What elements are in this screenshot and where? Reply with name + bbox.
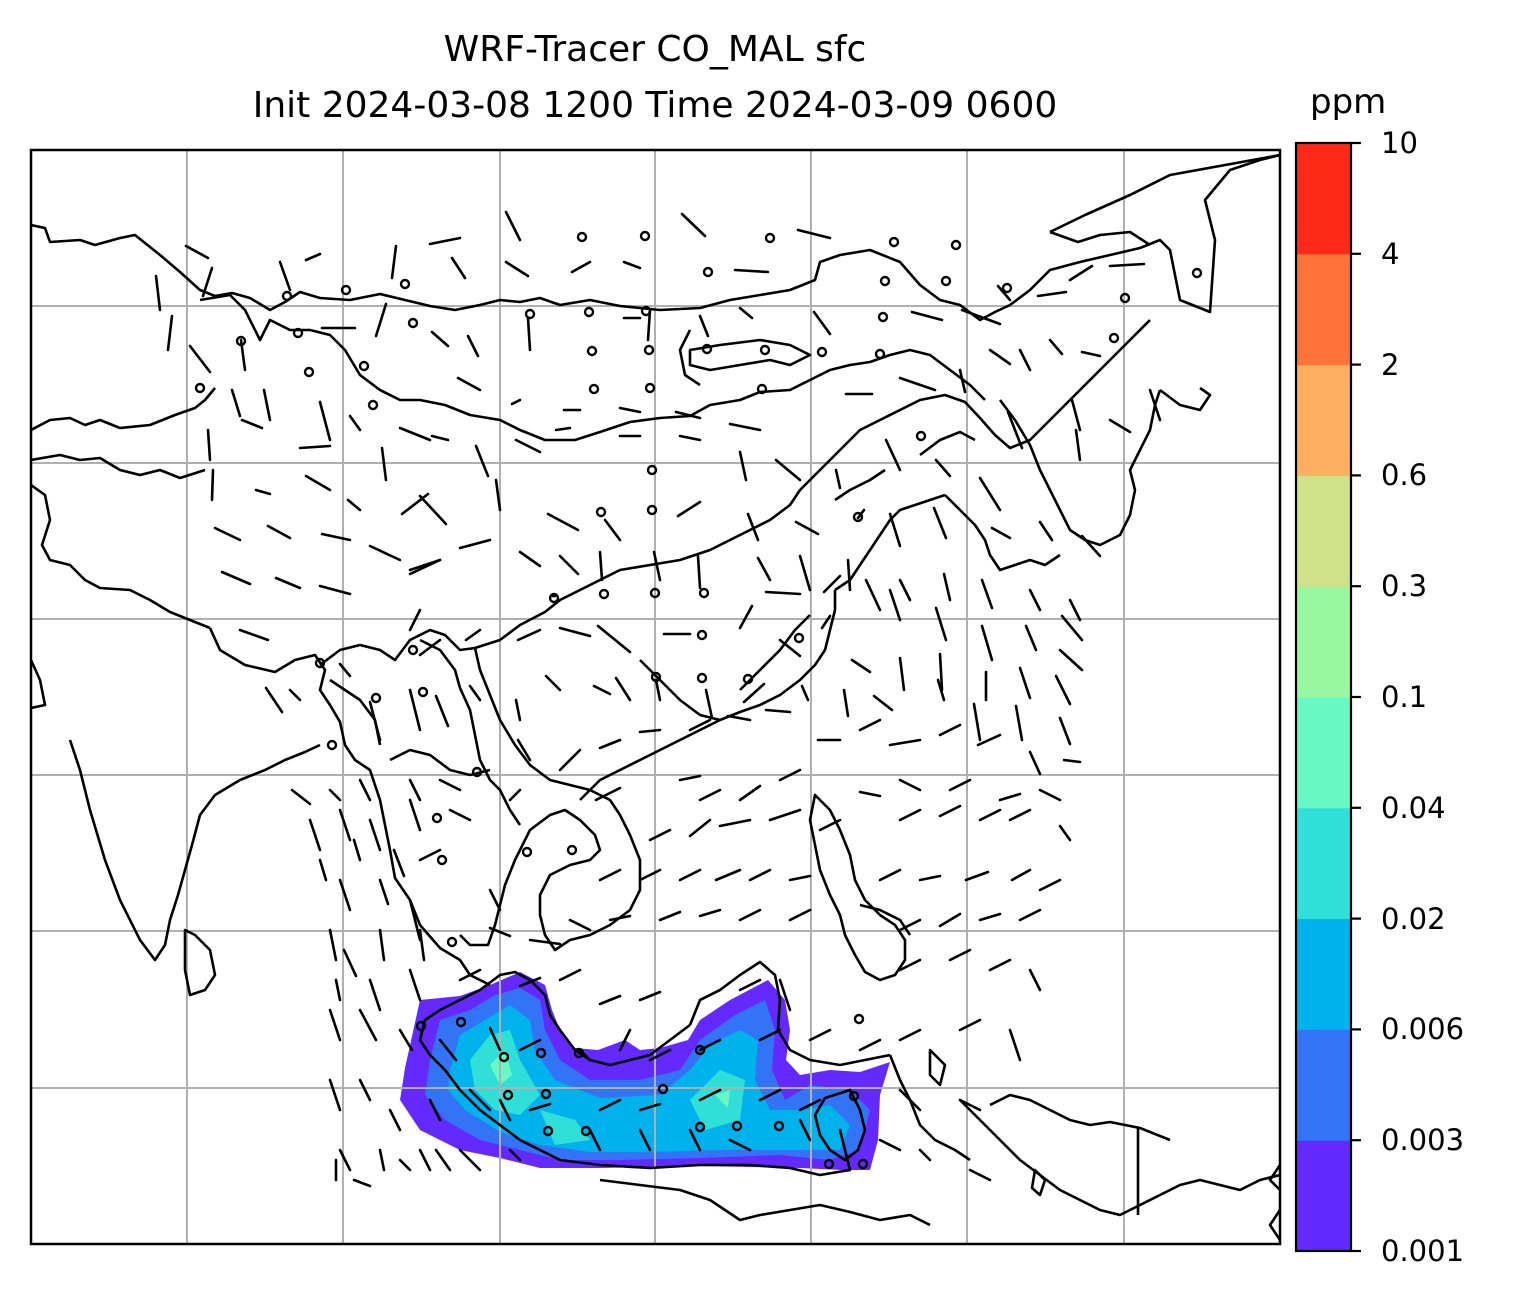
map-area (31, 150, 1280, 1244)
colorbar-segment (1296, 807, 1351, 920)
colorbar-segment (1296, 918, 1351, 1030)
colorbar-tick-label: 0.3 (1381, 569, 1428, 604)
wind-barbs (154, 210, 1162, 1188)
colorbar-tick-label: 0.001 (1381, 1234, 1465, 1268)
colorbar-ticks (1351, 141, 1361, 1253)
chart-title: WRF-Tracer CO_MAL sfc (443, 29, 867, 70)
colorbar-tick-label: 10 (1381, 126, 1418, 160)
colorbar-tick-label: 0.006 (1381, 1012, 1465, 1047)
calm-wind-markers (194, 230, 1203, 1170)
colorbar-tick-label: 0.1 (1381, 680, 1428, 714)
colorbar-segment (1296, 253, 1351, 366)
colorbar-tick-label: 0.6 (1381, 458, 1428, 493)
colorbar (1296, 143, 1351, 1252)
colorbar-segment (1296, 475, 1351, 587)
colorbar-unit-label: ppm (1310, 82, 1387, 122)
colorbar-tick-label: 4 (1381, 236, 1400, 271)
colorbar-tick-label: 2 (1381, 347, 1400, 382)
colorbar-segment (1296, 1029, 1351, 1141)
colorbar-segment (1296, 143, 1351, 255)
colorbar-segment (1296, 697, 1351, 809)
colorbar-tick-label: 0.04 (1381, 790, 1446, 825)
colorbar-segment (1296, 1140, 1351, 1252)
chart-subtitle: Init 2024-03-08 1200 Time 2024-03-09 060… (252, 85, 1058, 126)
colorbar-segment (1296, 586, 1351, 698)
colorbar-tick-label: 0.003 (1381, 1123, 1465, 1158)
gridlines (31, 150, 1280, 1244)
colorbar-segment (1296, 364, 1351, 476)
map-frame (29, 148, 1282, 1246)
colorbar-tick-label: 0.02 (1381, 901, 1446, 936)
